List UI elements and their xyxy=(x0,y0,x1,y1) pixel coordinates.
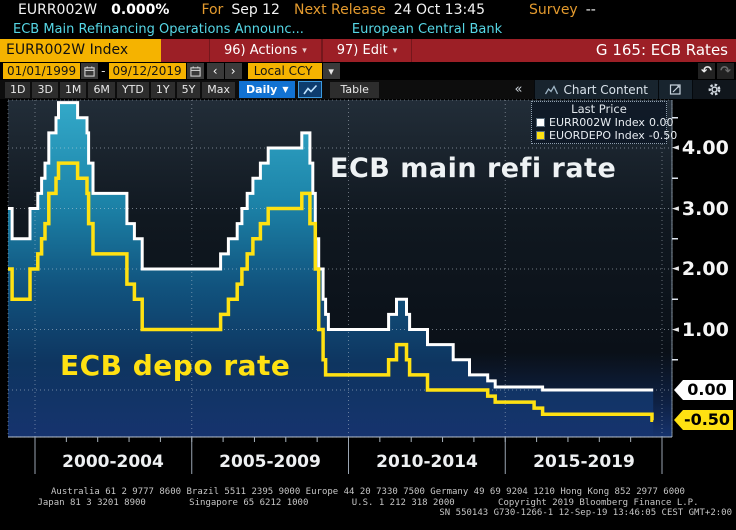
period-max-button[interactable]: Max xyxy=(202,81,236,98)
start-date-input[interactable]: 01/01/1999 xyxy=(3,63,81,79)
last-price-tag-depo: -0.50 xyxy=(674,410,733,430)
chart-legend: Last Price EURR002W Index 0.00 EUORDEPO … xyxy=(531,101,677,144)
settings-button[interactable] xyxy=(692,80,736,99)
range-bar: 01/01/1999 - 09/12/2019 ‹ › Local CCY ▾ … xyxy=(0,62,736,80)
depo-rate-annotation: ECB depo rate xyxy=(60,349,291,382)
frequency-label: Daily xyxy=(246,83,278,96)
collapse-panel-icon[interactable]: « xyxy=(514,82,523,97)
survey-label: Survey xyxy=(529,2,578,18)
chart-toolbar: 1D 3D 1M 6M YTD 1Y 5Y Max Daily ▼ Table … xyxy=(0,80,736,99)
legend-series-value: 0.00 xyxy=(648,116,674,129)
x-axis-label-2010s: 2010-2014 xyxy=(376,452,478,472)
rate-history-chart[interactable] xyxy=(0,99,736,485)
period-1m-button[interactable]: 1M xyxy=(59,81,87,98)
next-release-label: Next Release xyxy=(293,2,386,18)
ticker-symbol: EURR002W xyxy=(18,2,98,18)
x-axis-label-2000s: 2000-2004 xyxy=(62,452,164,472)
chevron-down-icon: ▾ xyxy=(392,45,398,56)
period-6m-button[interactable]: 6M xyxy=(88,81,115,98)
history-buttons: ↶ ↷ xyxy=(698,63,734,79)
refi-rate-annotation: ECB main refi rate xyxy=(330,153,617,184)
screen-title: G 165: ECB Rates xyxy=(595,41,728,59)
mini-chart-icon xyxy=(545,85,559,95)
period-1y-button[interactable]: 1Y xyxy=(150,81,175,98)
y-axis-label-3: ◄ 3.00 xyxy=(672,197,729,220)
x-axis-label-2005s: 2005-2009 xyxy=(219,452,321,472)
terminal-footer: Australia 61 2 9777 8600 Brazil 5511 239… xyxy=(0,487,736,519)
axis-tick-arrow-icon: ◄ xyxy=(672,324,679,335)
y-axis-label-1: ◄ 1.00 xyxy=(672,318,729,341)
command-bar: EURR002W Index 96) Actions ▾ 97) Edit ▾ … xyxy=(0,39,736,62)
last-value: 0.000% xyxy=(111,2,170,18)
axis-tick-arrow-icon: ◄ xyxy=(672,264,679,274)
chevron-down-icon: ▼ xyxy=(282,85,289,94)
annotate-button[interactable] xyxy=(658,80,692,99)
period-1d-button[interactable]: 1D xyxy=(5,81,31,98)
legend-title: Last Price xyxy=(571,102,627,116)
legend-item-depo[interactable]: EUORDEPO Index -0.50 xyxy=(536,129,677,142)
security-summary-bar: EURR002W 0.000% For Sep 12 Next Release … xyxy=(0,0,736,20)
for-label: For xyxy=(201,2,224,18)
security-description-bar: ECB Main Refinancing Operations Announc.… xyxy=(0,20,736,39)
date-range-separator: - xyxy=(101,64,106,78)
survey-value: -- xyxy=(585,2,596,18)
gear-icon xyxy=(708,83,721,96)
chart-content-panel: Chart Content xyxy=(534,80,736,99)
toolbar-right-group: « Chart Content xyxy=(515,80,736,99)
edit-menu-button[interactable]: 97) Edit ▾ xyxy=(321,39,413,62)
legend-series-name: EURR002W Index xyxy=(549,116,645,129)
for-value: Sep 12 xyxy=(231,2,280,18)
currency-select[interactable]: Local CCY xyxy=(247,63,322,79)
table-button[interactable]: Table xyxy=(330,81,379,98)
actions-label: 96) Actions xyxy=(224,43,298,58)
range-forward-button[interactable]: › xyxy=(224,63,242,79)
footer-phone-line: Australia 61 2 9777 8600 Brazil 5511 239… xyxy=(51,487,685,497)
security-description: ECB Main Refinancing Operations Announc.… xyxy=(13,22,304,37)
undo-icon[interactable]: ↶ xyxy=(698,63,715,79)
actions-menu-button[interactable]: 96) Actions ▾ xyxy=(209,39,322,62)
chart-content-button[interactable]: Chart Content xyxy=(534,80,658,99)
command-banner: 96) Actions ▾ 97) Edit ▾ G 165: ECB Rate… xyxy=(161,39,736,62)
refi-series-swatch xyxy=(536,118,545,127)
range-back-button[interactable]: ‹ xyxy=(206,63,224,79)
period-3d-button[interactable]: 3D xyxy=(32,81,58,98)
y-axis-label-2: ◄ 2.00 xyxy=(672,258,729,280)
redo-icon[interactable]: ↷ xyxy=(717,63,734,79)
calendar-icon[interactable] xyxy=(81,63,99,79)
legend-item-refi[interactable]: EURR002W Index 0.00 xyxy=(536,116,673,129)
legend-series-name: EUORDEPO Index xyxy=(549,129,645,142)
footer-session-line: SN 550143 G730-1266-1 12-Sep-19 13:46:05… xyxy=(439,508,732,518)
end-date-input[interactable]: 09/12/2019 xyxy=(108,63,186,79)
security-source: European Central Bank xyxy=(351,22,503,37)
chevron-down-icon: ▾ xyxy=(302,45,307,56)
period-ytd-button[interactable]: YTD xyxy=(116,81,149,98)
frequency-select[interactable]: Daily ▼ xyxy=(239,81,296,98)
x-axis-label-2015s: 2015-2019 xyxy=(533,452,635,472)
y-axis-label-4: ◄ 4.00 xyxy=(672,137,729,159)
next-release-value: 24 Oct 13:45 xyxy=(393,2,486,18)
legend-series-value: -0.50 xyxy=(648,129,678,142)
footer-copyright-line: Japan 81 3 3201 8900 Singapore 65 6212 1… xyxy=(37,497,699,508)
edit-label: 97) Edit xyxy=(336,43,388,58)
security-input[interactable]: EURR002W Index xyxy=(0,39,161,62)
axis-tick-arrow-icon: ◄ xyxy=(672,143,679,153)
axis-tick-arrow-icon: ◄ xyxy=(672,203,679,214)
line-chart-icon xyxy=(303,84,318,94)
depo-series-swatch xyxy=(536,131,545,140)
period-5y-button[interactable]: 5Y xyxy=(176,81,201,98)
last-price-tag-refi: 0.00 xyxy=(674,380,733,400)
currency-dropdown-caret-icon[interactable]: ▾ xyxy=(322,63,340,79)
chart-content-label: Chart Content xyxy=(563,82,648,97)
annotate-icon xyxy=(669,84,681,95)
line-chart-mode-button[interactable] xyxy=(298,81,323,98)
calendar-icon[interactable] xyxy=(186,63,204,79)
chart-area: Last Price EURR002W Index 0.00 EUORDEPO … xyxy=(0,99,736,485)
